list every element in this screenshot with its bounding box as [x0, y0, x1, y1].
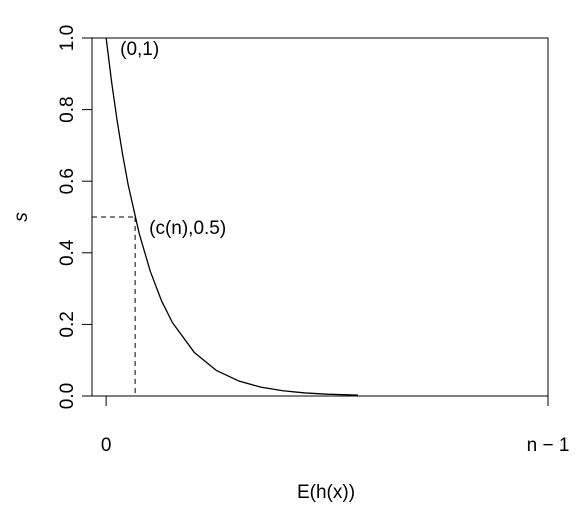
x-axis-label: E(h(x)) — [297, 482, 355, 503]
annotation: (c(n),0.5) — [149, 218, 226, 239]
y-tick-label: 0.4 — [57, 239, 78, 266]
y-axis-label: s — [11, 212, 32, 222]
y-tick-label: 0.2 — [57, 311, 78, 337]
x-tick-label: n − 1 — [527, 435, 570, 456]
y-tick-label: 0.6 — [57, 168, 78, 194]
annotation: (0,1) — [120, 39, 159, 60]
plot-frame — [91, 37, 549, 397]
x-tick-label: 0 — [101, 435, 112, 456]
curve — [105, 37, 359, 396]
y-tick-label: 0.8 — [57, 96, 78, 122]
y-tick-label: 1.0 — [57, 25, 78, 51]
y-tick-label: 0.0 — [57, 383, 78, 409]
